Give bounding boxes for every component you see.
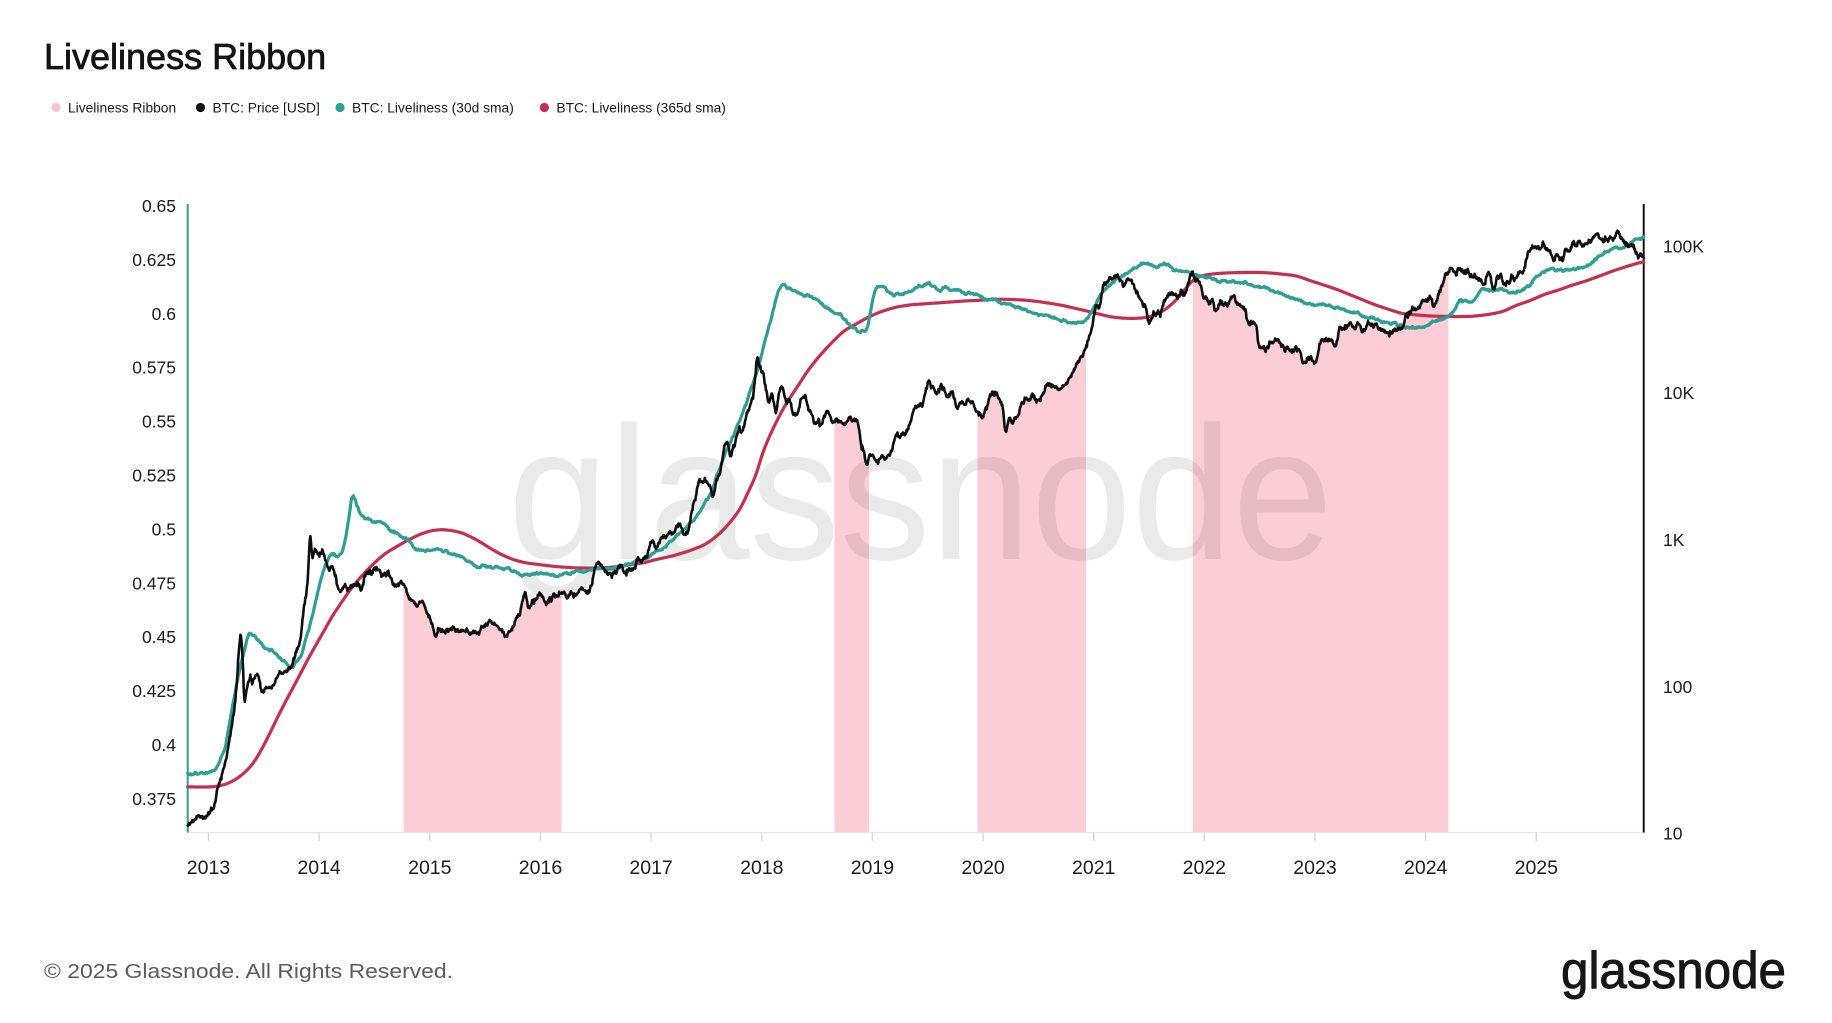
svg-text:2022: 2022 xyxy=(1183,857,1226,879)
svg-text:2025: 2025 xyxy=(1515,857,1559,879)
svg-text:2020: 2020 xyxy=(961,857,1005,879)
svg-text:0.45: 0.45 xyxy=(142,627,176,647)
svg-text:0.4: 0.4 xyxy=(152,735,177,755)
svg-text:100K: 100K xyxy=(1663,236,1704,256)
svg-text:2017: 2017 xyxy=(629,857,672,879)
svg-text:2015: 2015 xyxy=(408,857,452,879)
svg-text:2024: 2024 xyxy=(1404,857,1448,879)
svg-text:2019: 2019 xyxy=(851,857,894,879)
svg-text:2021: 2021 xyxy=(1072,857,1115,879)
svg-text:0.425: 0.425 xyxy=(132,681,176,701)
svg-text:0.6: 0.6 xyxy=(152,304,176,324)
svg-text:Liveliness Ribbon: Liveliness Ribbon xyxy=(44,36,326,77)
svg-text:0.65: 0.65 xyxy=(142,196,176,216)
svg-text:0.625: 0.625 xyxy=(132,250,176,270)
svg-text:glassnode: glassnode xyxy=(508,388,1333,600)
svg-text:2018: 2018 xyxy=(740,857,783,879)
svg-text:2023: 2023 xyxy=(1293,857,1336,879)
svg-text:10: 10 xyxy=(1663,824,1683,844)
svg-text:2013: 2013 xyxy=(187,857,230,879)
svg-text:0.55: 0.55 xyxy=(142,412,176,432)
svg-text:2016: 2016 xyxy=(519,857,562,879)
svg-text:10K: 10K xyxy=(1663,383,1694,403)
svg-text:Liveliness Ribbon: Liveliness Ribbon xyxy=(68,101,176,116)
svg-text:0.575: 0.575 xyxy=(132,358,176,378)
svg-text:2014: 2014 xyxy=(297,857,341,879)
svg-text:0.475: 0.475 xyxy=(132,573,176,593)
svg-text:100: 100 xyxy=(1663,677,1692,697)
svg-text:BTC: Price [USD]: BTC: Price [USD] xyxy=(213,101,320,116)
svg-text:0.525: 0.525 xyxy=(132,466,176,486)
svg-text:0.5: 0.5 xyxy=(152,519,176,539)
svg-text:© 2025 Glassnode. All Rights R: © 2025 Glassnode. All Rights Reserved. xyxy=(44,960,453,983)
svg-text:1K: 1K xyxy=(1663,530,1685,550)
svg-text:BTC: Liveliness (30d sma): BTC: Liveliness (30d sma) xyxy=(352,101,514,116)
svg-text:BTC: Liveliness (365d sma): BTC: Liveliness (365d sma) xyxy=(556,101,725,116)
svg-text:glassnode: glassnode xyxy=(1561,942,1786,1000)
svg-text:0.375: 0.375 xyxy=(132,789,176,809)
